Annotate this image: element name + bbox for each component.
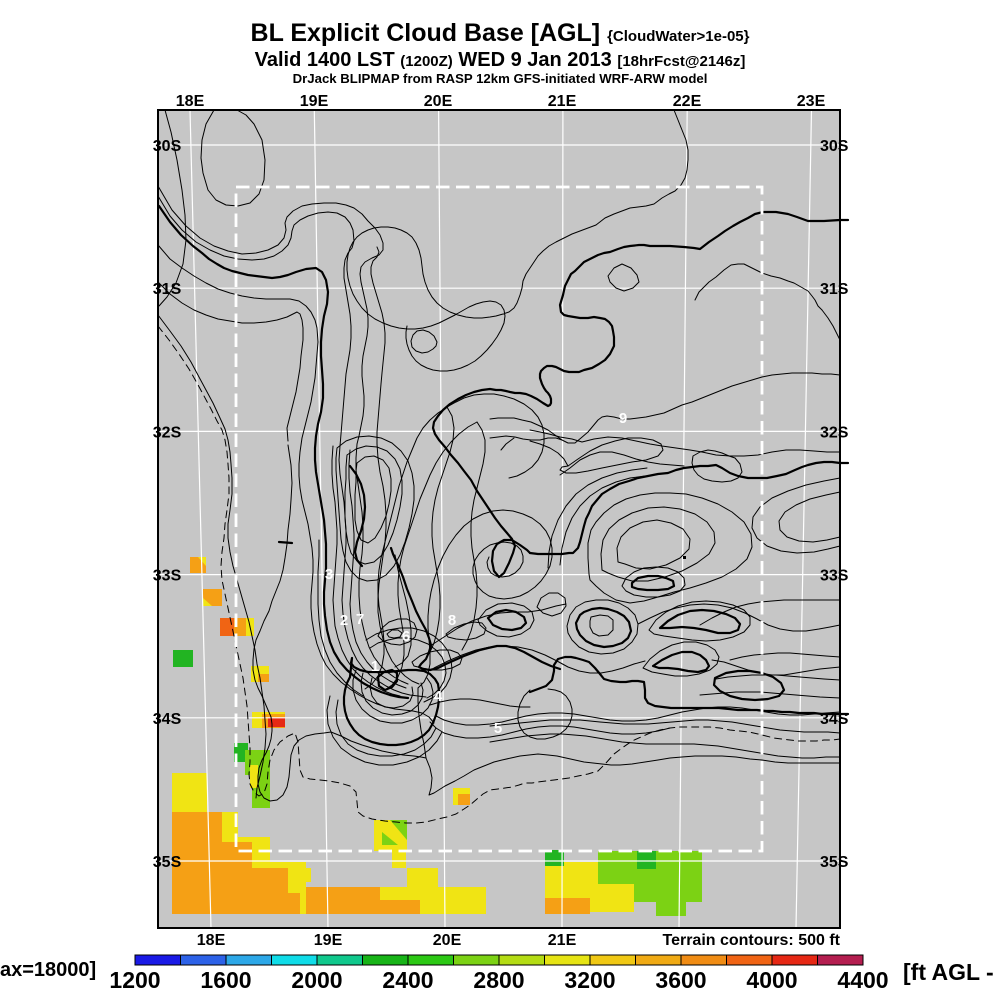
svg-text:18E: 18E <box>176 93 205 110</box>
svg-text:4400: 4400 <box>837 967 888 993</box>
svg-text:31S: 31S <box>153 281 182 298</box>
svg-text:21E: 21E <box>548 93 577 110</box>
svg-text:3600: 3600 <box>655 967 706 993</box>
svg-text:BL Explicit Cloud Base [AGL] {: BL Explicit Cloud Base [AGL] {CloudWater… <box>251 19 750 47</box>
svg-text:35S: 35S <box>820 854 849 871</box>
svg-text:20E: 20E <box>433 932 462 949</box>
svg-text:DrJack BLIPMAP from RASP 12km: DrJack BLIPMAP from RASP 12km GFS-initia… <box>293 71 708 86</box>
svg-text:2800: 2800 <box>473 967 524 993</box>
svg-text:Valid 1400 LST (1200Z) WED 9 J: Valid 1400 LST (1200Z) WED 9 Jan 2013 [1… <box>255 49 746 71</box>
svg-text:30S: 30S <box>820 138 849 155</box>
svg-text:4000: 4000 <box>746 967 797 993</box>
svg-text:1600: 1600 <box>200 967 251 993</box>
svg-text:6: 6 <box>402 628 410 645</box>
svg-text:Terrain contours: 500 ft: Terrain contours: 500 ft <box>662 932 840 949</box>
svg-text:21E: 21E <box>548 932 577 949</box>
svg-text:35S: 35S <box>153 854 182 871</box>
svg-text:2400: 2400 <box>382 967 433 993</box>
svg-text:8: 8 <box>448 612 456 629</box>
svg-text:18E: 18E <box>197 932 226 949</box>
svg-text:3: 3 <box>325 566 333 583</box>
svg-text:9: 9 <box>619 410 627 427</box>
svg-text:19E: 19E <box>300 93 329 110</box>
svg-text:30S: 30S <box>153 138 182 155</box>
svg-text:5: 5 <box>494 720 502 737</box>
svg-text:20E: 20E <box>424 93 453 110</box>
svg-text:19E: 19E <box>314 932 343 949</box>
svg-text:34S: 34S <box>153 711 182 728</box>
svg-text:32S: 32S <box>820 424 849 441</box>
svg-text:4: 4 <box>434 688 443 705</box>
svg-text:23E: 23E <box>797 93 826 110</box>
svg-text:33S: 33S <box>153 568 182 585</box>
svg-text:1: 1 <box>371 658 379 675</box>
svg-text:31S: 31S <box>820 281 849 298</box>
svg-text:2000: 2000 <box>291 967 342 993</box>
svg-text:2: 2 <box>340 612 348 629</box>
svg-text:ax=18000]: ax=18000] <box>0 959 96 981</box>
svg-text:7: 7 <box>356 611 364 628</box>
svg-text:1200: 1200 <box>109 967 160 993</box>
svg-text:34S: 34S <box>820 711 849 728</box>
svg-text:22E: 22E <box>673 93 702 110</box>
svg-text:32S: 32S <box>153 424 182 441</box>
svg-text:[ft AGL - m: [ft AGL - m <box>903 959 1000 985</box>
svg-text:33S: 33S <box>820 568 849 585</box>
svg-text:3200: 3200 <box>564 967 615 993</box>
